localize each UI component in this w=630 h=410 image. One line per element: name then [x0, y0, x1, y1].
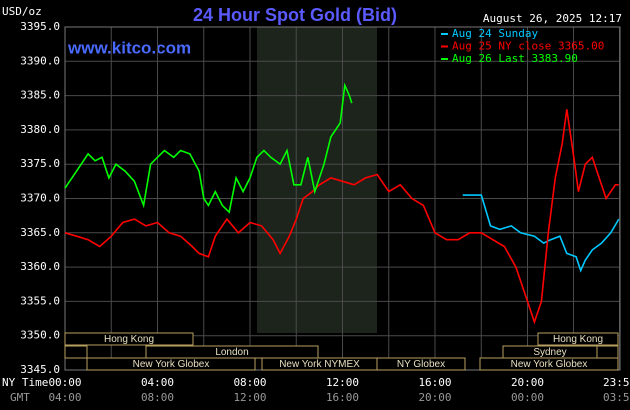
session-box	[376, 357, 466, 371]
x-tick-label: 04:00	[141, 376, 174, 389]
x2-tick-label: 08:00	[141, 391, 174, 404]
session-label: NY Globex	[397, 359, 445, 370]
x2-tick-label: 12:00	[233, 391, 266, 404]
session-box	[596, 345, 619, 359]
session-label: Hong Kong	[553, 334, 603, 345]
chart-title: 24 Hour Spot Gold (Bid)	[193, 5, 397, 25]
y-tick-label: 3390.0	[20, 54, 60, 67]
x-axis-label: NY Time	[2, 376, 48, 389]
y-tick-label: 3375.0	[20, 157, 60, 170]
legend-label: Aug 25 NY close 3365.00	[452, 40, 604, 53]
x-tick-label: 08:00	[233, 376, 266, 389]
x2-tick-label: 04:00	[48, 391, 81, 404]
legend-label: Aug 26 Last 3383.90	[452, 52, 578, 65]
session-label: New York Globex	[133, 359, 210, 370]
session-label: Hong Kong	[104, 334, 154, 345]
y-tick-label: 3350.0	[20, 329, 60, 342]
session-box	[64, 332, 194, 346]
x2-tick-label: 03:59	[603, 391, 630, 404]
x2-tick-label: 00:00	[511, 391, 544, 404]
legend-label: Aug 24 Sunday	[452, 27, 538, 40]
series-line	[462, 194, 620, 273]
session-label: New York Globex	[511, 359, 588, 370]
session-shade	[257, 27, 377, 333]
y-axis-label: USD/oz	[2, 5, 42, 18]
series-line	[64, 109, 619, 325]
x2-tick-label: 20:00	[418, 391, 451, 404]
session-label: Sydney	[533, 347, 566, 358]
session-box	[479, 357, 619, 371]
y-tick-label: 3380.0	[20, 123, 60, 136]
y-tick-label: 3370.0	[20, 192, 60, 205]
x-tick-label: 23:59	[603, 376, 630, 389]
site-label: www.kitco.com	[67, 38, 191, 57]
y-tick-label: 3345.0	[20, 363, 60, 376]
x-tick-label: 12:00	[326, 376, 359, 389]
y-tick-label: 3365.0	[20, 226, 60, 239]
series-line	[64, 82, 353, 214]
x-tick-label: 00:00	[48, 376, 81, 389]
session-label: New York NYMEX	[279, 359, 360, 370]
session-label: London	[215, 347, 248, 358]
session-box	[86, 357, 256, 371]
x-tick-label: 20:00	[511, 376, 544, 389]
y-tick-label: 3355.0	[20, 294, 60, 307]
timestamp: August 26, 2025 12:17	[483, 12, 622, 25]
y-tick-label: 3395.0	[20, 20, 60, 33]
x2-axis-label: GMT	[10, 391, 30, 404]
session-box	[537, 332, 619, 346]
x-tick-label: 16:00	[418, 376, 451, 389]
session-box	[64, 345, 88, 359]
y-tick-label: 3360.0	[20, 260, 60, 273]
x2-tick-label: 16:00	[326, 391, 359, 404]
y-tick-label: 3385.0	[20, 89, 60, 102]
